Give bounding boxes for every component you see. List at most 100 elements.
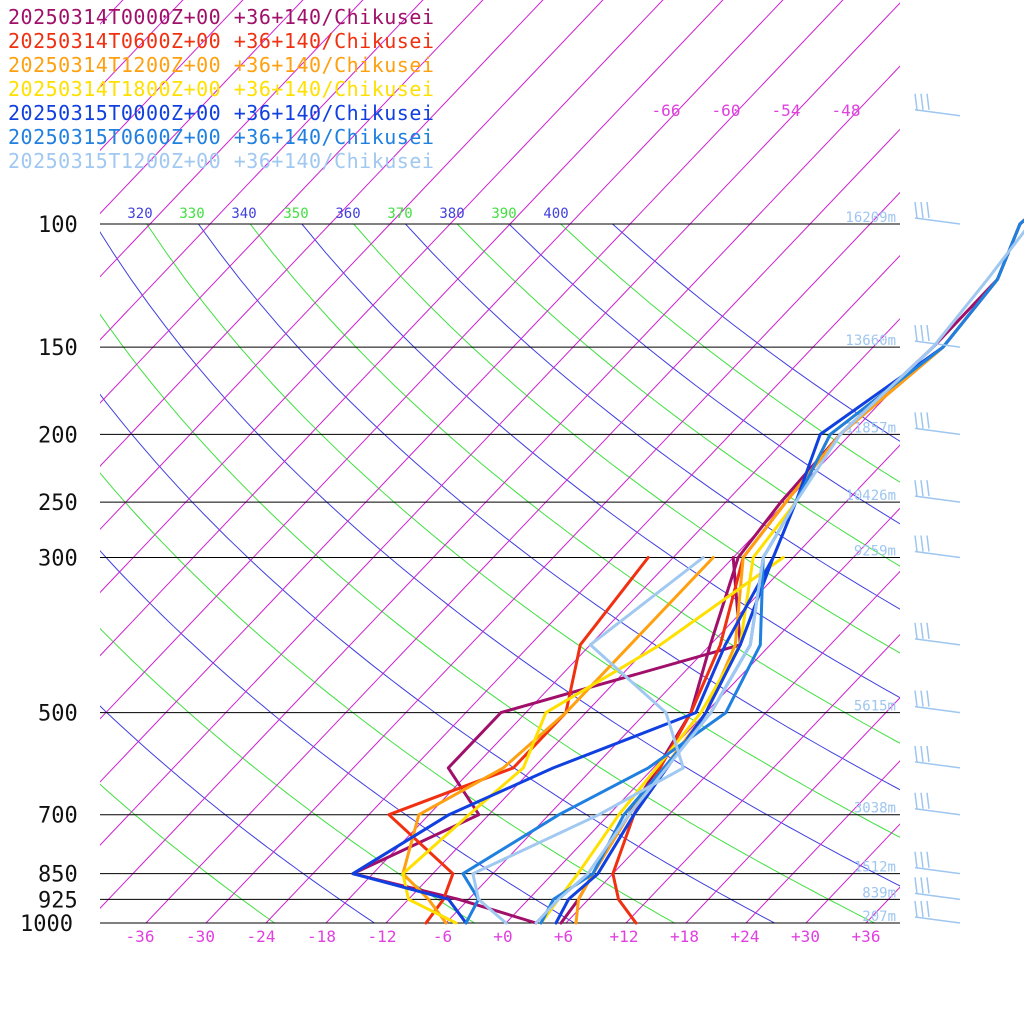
pressure-label: 250 bbox=[38, 491, 78, 516]
temperature-tick-labels: -36 -30 -24 -18 -12 -6 +0 +6 +12 +18 +24 +30 +36 bbox=[126, 927, 881, 946]
barb-flag bbox=[914, 792, 918, 809]
pressure-label: 1000 bbox=[20, 912, 73, 937]
theta-label: 320 bbox=[127, 206, 152, 222]
theta-label: 390 bbox=[491, 206, 516, 222]
barb-staff bbox=[914, 340, 961, 348]
dry-adiabat bbox=[146, 224, 900, 838]
barb-staff bbox=[914, 807, 961, 816]
upper-isotherm-label: -66 bbox=[652, 101, 681, 120]
wind-barb bbox=[914, 792, 961, 816]
barb-flag bbox=[920, 877, 924, 894]
barb-flag bbox=[920, 745, 924, 763]
barb-flag bbox=[926, 877, 930, 894]
barb-staff bbox=[914, 705, 961, 714]
barb-flag bbox=[926, 622, 930, 639]
pressure-label: 200 bbox=[38, 423, 78, 448]
dewpoint-line-5 bbox=[351, 556, 775, 925]
barb-flag bbox=[926, 412, 930, 429]
temperature-tick: +0 bbox=[493, 927, 512, 946]
barb-flag bbox=[926, 745, 930, 763]
theta-labels: 320 330 340 350 360 370 380 390 400 bbox=[127, 206, 568, 222]
dewpoint-line-6 bbox=[461, 556, 765, 925]
barb-flag bbox=[926, 851, 930, 868]
legend-entry: 20250314T1200Z+00 +36+140/Chikusei bbox=[8, 53, 434, 77]
barb-flag bbox=[920, 622, 924, 639]
upper-isotherm-label: -54 bbox=[772, 101, 801, 120]
isotherm-line bbox=[100, 0, 364, 278]
barb-flag bbox=[914, 324, 918, 342]
barb-staff bbox=[914, 916, 961, 924]
pressure-label: 150 bbox=[38, 336, 78, 361]
isotherm-line bbox=[926, 0, 1024, 923]
height-label: 11857m bbox=[845, 420, 896, 436]
theta-label: 340 bbox=[231, 206, 256, 222]
dry-adiabat bbox=[197, 224, 900, 791]
legend-entry: 20250314T1800Z+00 +36+140/Chikusei bbox=[8, 77, 434, 101]
temperature-tick: -18 bbox=[307, 927, 336, 946]
legend-entry: 20250314T0000Z+00 +36+140/Chikusei bbox=[8, 5, 434, 29]
height-label: 207m bbox=[862, 909, 896, 925]
barb-flag bbox=[920, 412, 924, 429]
barb-staff bbox=[914, 892, 961, 901]
barb-flag bbox=[920, 93, 924, 110]
legend-entry: 20250314T0600Z+00 +36+140/Chikusei bbox=[8, 29, 434, 53]
barb-staff bbox=[914, 638, 961, 646]
dry-adiabat bbox=[353, 224, 900, 654]
wind-barb bbox=[914, 877, 961, 901]
temperature-tick: +6 bbox=[554, 927, 573, 946]
isotherm-line bbox=[100, 0, 484, 404]
barb-staff bbox=[914, 495, 961, 503]
temperature-tick: +18 bbox=[670, 927, 699, 946]
temperature-tick: +24 bbox=[731, 927, 760, 946]
wind-barb bbox=[914, 412, 961, 436]
dewpoint-line-4 bbox=[401, 556, 785, 925]
temperature-tick: -24 bbox=[247, 927, 276, 946]
legend-entry: 20250315T0600Z+00 +36+140/Chikusei bbox=[8, 125, 434, 149]
wind-barb bbox=[914, 851, 961, 875]
dry-adiabat bbox=[100, 231, 900, 887]
barb-flag bbox=[914, 93, 918, 110]
temperature-tick: -30 bbox=[186, 927, 215, 946]
isotherm-line bbox=[986, 0, 1024, 923]
theta-label: 350 bbox=[283, 206, 308, 222]
wind-barbs bbox=[914, 93, 961, 924]
height-label: 10426m bbox=[845, 488, 896, 504]
dewpoint-line-3 bbox=[401, 556, 715, 925]
barb-flag bbox=[920, 900, 924, 918]
legend-entry: 20250315T0000Z+00 +36+140/Chikusei bbox=[8, 101, 434, 125]
temperature-line-7 bbox=[534, 229, 1024, 925]
pressure-label: 300 bbox=[38, 547, 78, 572]
upper-isotherm-label: -48 bbox=[832, 101, 861, 120]
legend-entry: 20250315T1200Z+00 +36+140/Chikusei bbox=[8, 149, 434, 173]
dry-adiabat bbox=[405, 224, 900, 610]
temperature-tick: +30 bbox=[791, 927, 820, 946]
isotherm-line bbox=[685, 697, 900, 923]
isotherm-line bbox=[100, 0, 244, 152]
sounding-series bbox=[351, 218, 1024, 925]
theta-label: 330 bbox=[179, 206, 204, 222]
barb-flag bbox=[920, 690, 924, 707]
barb-flag bbox=[926, 535, 930, 552]
barb-flag bbox=[920, 480, 924, 497]
wind-barb bbox=[914, 93, 961, 117]
pressure-label: 500 bbox=[38, 702, 78, 727]
barb-flag bbox=[914, 535, 918, 552]
wind-barb bbox=[914, 324, 961, 348]
height-label: 1512m bbox=[854, 860, 896, 876]
barb-staff bbox=[914, 761, 961, 769]
barb-flag bbox=[926, 93, 930, 110]
barb-flag bbox=[920, 201, 924, 219]
barb-flag bbox=[926, 792, 930, 809]
temperature-tick: -36 bbox=[126, 927, 155, 946]
barb-flag bbox=[914, 900, 918, 918]
height-label: 839m bbox=[862, 885, 896, 901]
temperature-tick: +12 bbox=[610, 927, 639, 946]
height-label: 9259m bbox=[854, 544, 896, 560]
barb-flag bbox=[914, 877, 918, 894]
pressure-label: 925 bbox=[38, 888, 78, 913]
barb-flag bbox=[926, 324, 930, 342]
wind-barb bbox=[914, 480, 961, 503]
theta-label: 400 bbox=[543, 206, 568, 222]
isotherm-line bbox=[445, 444, 900, 923]
dry-adiabat-lines bbox=[100, 224, 900, 923]
